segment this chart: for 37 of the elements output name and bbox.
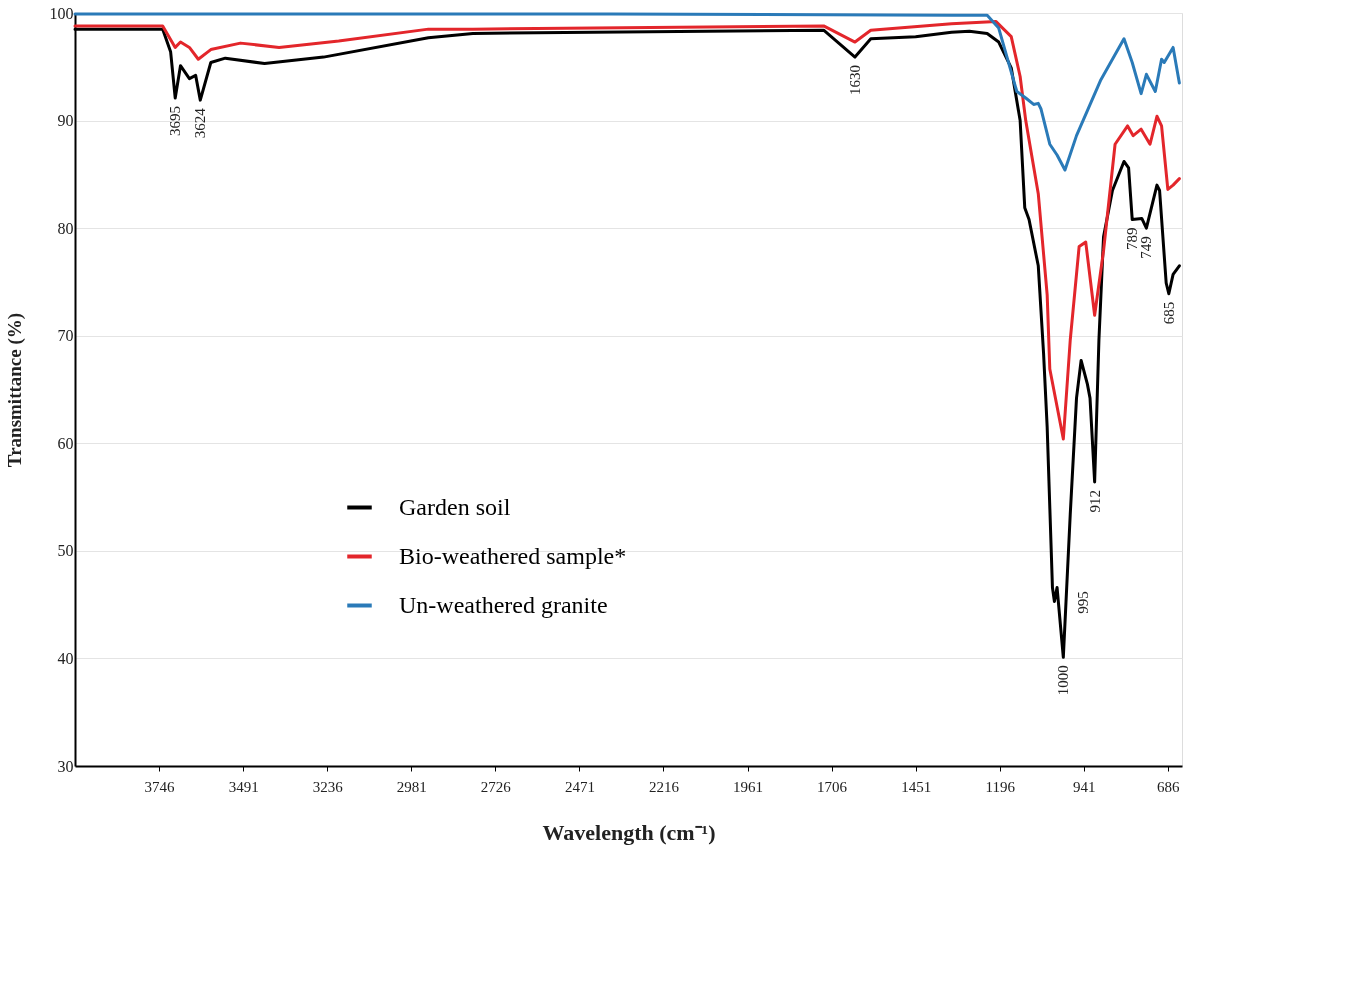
- annotation: 1630: [846, 65, 863, 96]
- legend-label: Garden soil: [399, 493, 511, 520]
- y-tick-label: 100: [49, 4, 74, 22]
- y-tick-label: 70: [57, 327, 74, 345]
- legend-label: Bio-weathered sample*: [399, 542, 627, 569]
- annotation: 912: [1086, 490, 1103, 513]
- annotation: 3624: [192, 107, 209, 139]
- x-tick-label: 2981: [396, 778, 427, 795]
- x-tick-label: 1196: [985, 778, 1016, 795]
- y-tick-label: 60: [57, 434, 74, 452]
- annotation: 1000: [1055, 665, 1072, 696]
- y-tick-label: 50: [57, 542, 74, 560]
- line-series: [73, 12, 1181, 172]
- x-tick-label: 3236: [312, 778, 344, 795]
- x-tick-label: 3746: [144, 778, 176, 795]
- line-series: [73, 20, 1181, 441]
- annotation: 3695: [167, 105, 184, 136]
- y-axis-title: Transmittance (%): [3, 312, 26, 468]
- x-tick-label: 686: [1157, 778, 1181, 795]
- x-axis-title: Wavelength (cm⁻¹): [542, 819, 716, 845]
- x-tick-label: 3491: [228, 778, 259, 795]
- x-tick-label: 941: [1073, 778, 1096, 795]
- x-tick-label: 2216: [648, 778, 680, 795]
- y-tick-label: 80: [57, 219, 74, 237]
- x-tick-label: 2471: [564, 778, 595, 795]
- y-tick-label: 40: [57, 649, 74, 667]
- annotation: 685: [1160, 301, 1177, 325]
- x-tick-label: 1706: [817, 778, 848, 795]
- y-tick-label: 30: [57, 757, 74, 775]
- x-tick-label: 2726: [480, 778, 512, 795]
- x-tick-label: 1451: [901, 778, 932, 795]
- y-tick-label: 90: [57, 112, 74, 130]
- annotation: 995: [1074, 591, 1091, 614]
- legend-label: Un-weathered granite: [399, 591, 608, 618]
- annotation: 749: [1138, 236, 1155, 259]
- x-tick-label: 1961: [733, 778, 764, 795]
- annotation: 789: [1124, 227, 1141, 251]
